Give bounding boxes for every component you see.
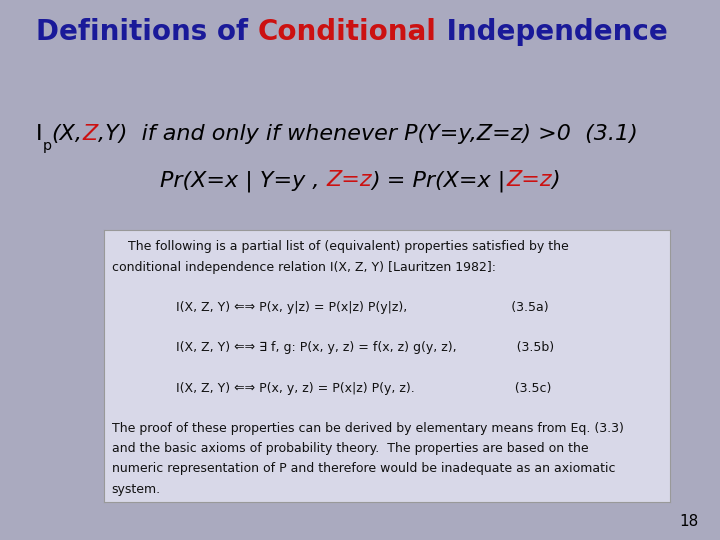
Text: Definitions of: Definitions of [36, 18, 258, 46]
Text: Z: Z [83, 124, 98, 144]
Text: (X,: (X, [52, 124, 83, 144]
Text: Conditional: Conditional [258, 18, 436, 46]
Text: Z=z: Z=z [326, 170, 372, 190]
Text: conditional independence relation I(X, Z, Y) [Lauritzen 1982]:: conditional independence relation I(X, Z… [112, 260, 495, 273]
Text: p: p [42, 139, 52, 153]
Text: Pr(X=x | Y=y ,: Pr(X=x | Y=y , [160, 170, 326, 192]
Text: and the basic axioms of probability theory.  The properties are based on the: and the basic axioms of probability theo… [112, 442, 588, 455]
Text: Z=z: Z=z [506, 170, 552, 190]
Text: ) = Pr(X=x |: ) = Pr(X=x | [372, 170, 506, 192]
Text: The following is a partial list of (equivalent) properties satisfied by the: The following is a partial list of (equi… [112, 240, 568, 253]
Text: system.: system. [112, 483, 161, 496]
Text: Independence: Independence [436, 18, 667, 46]
Text: numeric representation of P and therefore would be inadequate as an axiomatic: numeric representation of P and therefor… [112, 462, 615, 476]
Text: ): ) [552, 170, 560, 190]
Text: I(X, Z, Y) ⇐⇒ P(x, y, z) = P(x|z) P(y, z).                         (3.5c): I(X, Z, Y) ⇐⇒ P(x, y, z) = P(x|z) P(y, z… [112, 382, 551, 395]
Text: The proof of these properties can be derived by elementary means from Eq. (3.3): The proof of these properties can be der… [112, 422, 624, 435]
Text: I(X, Z, Y) ⇐⇒ ∃ f, g: P(x, y, z) = f(x, z) g(y, z),               (3.5b): I(X, Z, Y) ⇐⇒ ∃ f, g: P(x, y, z) = f(x, … [112, 341, 554, 354]
Text: I: I [36, 124, 42, 144]
Text: I(X, Z, Y) ⇐⇒ P(x, y|z) = P(x|z) P(y|z),                          (3.5a): I(X, Z, Y) ⇐⇒ P(x, y|z) = P(x|z) P(y|z),… [112, 301, 548, 314]
Text: ,Y)  if and only if whenever P(Y=y,Z=z) >0  (3.1): ,Y) if and only if whenever P(Y=y,Z=z) >… [98, 124, 637, 144]
Text: 18: 18 [679, 514, 698, 529]
